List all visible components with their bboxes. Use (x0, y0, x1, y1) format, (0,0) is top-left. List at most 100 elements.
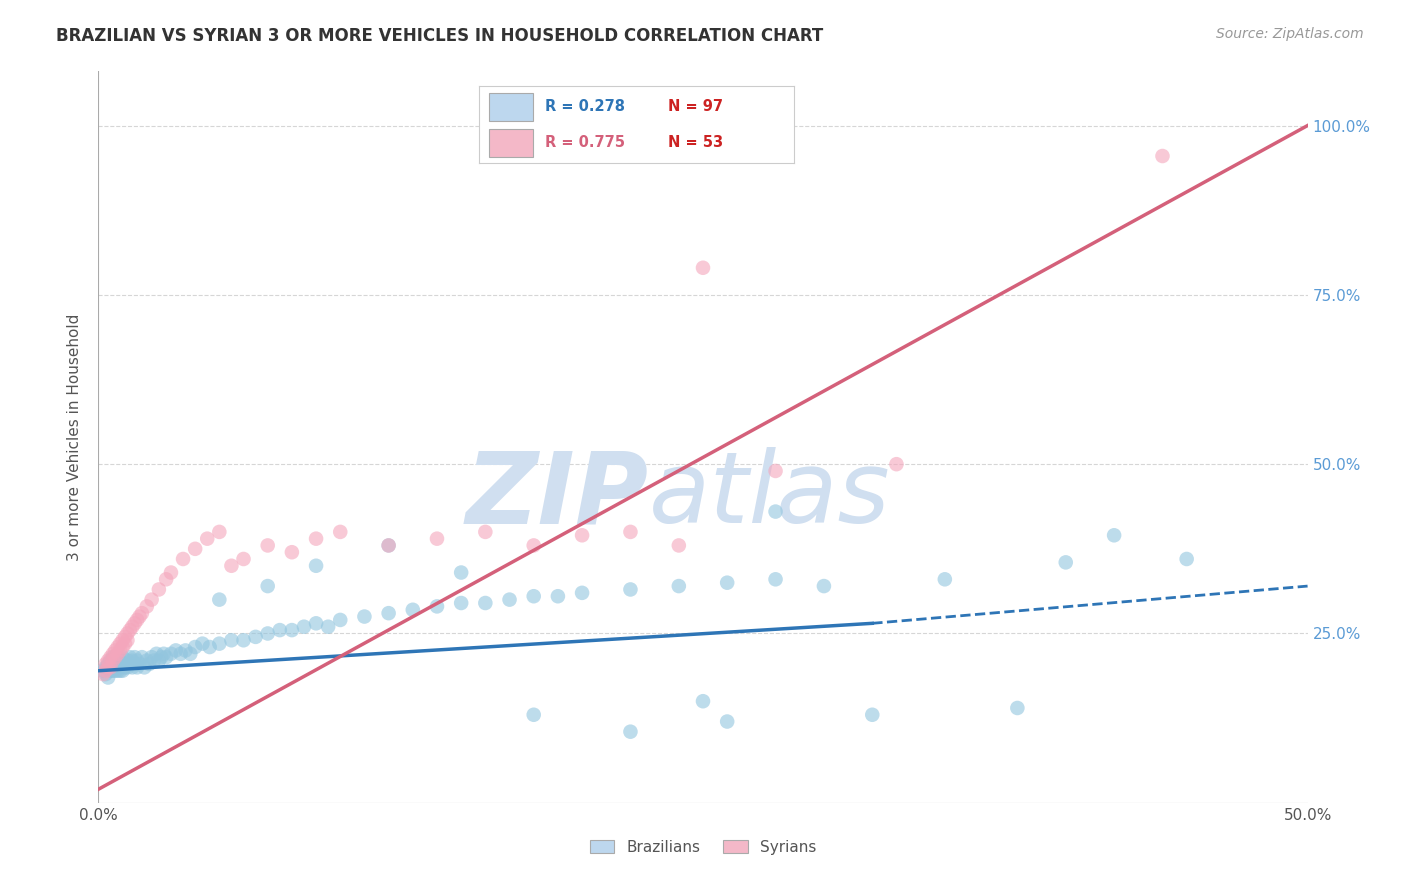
Point (256, 626, 278, 640)
Point (118, 657, 141, 671)
Point (111, 650, 134, 665)
Point (117, 660, 139, 674)
Point (111, 640, 134, 654)
Point (111, 657, 134, 671)
Point (135, 599, 157, 614)
Point (160, 566, 183, 580)
Point (208, 637, 231, 651)
Y-axis label: 3 or more Vehicles in Household: 3 or more Vehicles in Household (67, 313, 83, 561)
Point (138, 657, 160, 671)
Text: BRAZILIAN VS SYRIAN 3 OR MORE VEHICLES IN HOUSEHOLD CORRELATION CHART: BRAZILIAN VS SYRIAN 3 OR MORE VEHICLES I… (56, 27, 824, 45)
Point (174, 643, 197, 657)
Point (97, 671, 120, 685)
Point (91, 664, 114, 678)
Point (619, 724, 641, 739)
Point (450, 596, 472, 610)
Point (127, 654, 149, 668)
Point (179, 647, 201, 661)
Point (256, 538, 278, 552)
Point (108, 654, 131, 668)
Point (94, 657, 117, 671)
Point (160, 647, 183, 661)
Point (281, 545, 304, 559)
Point (127, 660, 149, 674)
Point (121, 654, 143, 668)
Point (100, 660, 122, 674)
Point (155, 572, 177, 586)
Point (100, 664, 122, 678)
Point (668, 538, 690, 552)
Point (208, 592, 231, 607)
Point (329, 613, 352, 627)
Point (208, 524, 231, 539)
Point (108, 660, 131, 674)
Point (100, 654, 122, 668)
Point (97, 654, 120, 668)
Text: ZIP: ZIP (465, 447, 648, 544)
Point (195, 532, 218, 546)
Point (150, 650, 173, 665)
Point (121, 620, 143, 634)
Point (155, 650, 177, 665)
Point (184, 541, 207, 556)
Point (107, 640, 129, 654)
Point (148, 654, 170, 668)
Point (107, 647, 129, 661)
Point (426, 532, 449, 546)
Point (104, 664, 127, 678)
Point (716, 714, 738, 729)
Point (1102, 528, 1125, 542)
Point (198, 640, 221, 654)
Point (886, 457, 908, 471)
Point (377, 606, 399, 620)
Point (114, 630, 136, 644)
Point (232, 633, 254, 648)
Point (114, 637, 136, 651)
Point (1175, 552, 1198, 566)
Point (100, 660, 122, 674)
Point (101, 650, 124, 665)
Point (1054, 555, 1077, 569)
Point (128, 609, 150, 624)
Point (124, 650, 146, 665)
Point (813, 579, 835, 593)
Legend: Brazilians, Syrians: Brazilians, Syrians (583, 834, 823, 861)
Point (131, 650, 153, 665)
Point (571, 586, 593, 600)
Point (305, 558, 328, 573)
Point (94, 664, 117, 678)
Point (117, 654, 139, 668)
Point (329, 524, 352, 539)
Point (281, 623, 304, 637)
Point (692, 694, 714, 708)
Point (716, 575, 738, 590)
Point (619, 582, 641, 597)
Point (127, 613, 149, 627)
Point (104, 650, 127, 665)
Point (100, 650, 122, 665)
Point (117, 626, 139, 640)
Point (377, 538, 399, 552)
Point (765, 572, 787, 586)
Point (104, 654, 127, 668)
Point (619, 524, 641, 539)
Point (169, 647, 191, 661)
Point (131, 606, 153, 620)
Point (316, 620, 339, 634)
Point (571, 528, 593, 542)
Point (232, 552, 254, 566)
Point (114, 657, 136, 671)
Point (547, 589, 569, 603)
Point (860, 707, 883, 722)
Point (104, 660, 127, 674)
Point (108, 664, 131, 678)
Point (134, 660, 156, 674)
Point (474, 596, 496, 610)
Point (474, 524, 496, 539)
Point (221, 558, 243, 573)
Point (141, 592, 163, 607)
Point (305, 532, 328, 546)
Point (765, 505, 787, 519)
Point (353, 609, 375, 624)
Point (668, 579, 690, 593)
